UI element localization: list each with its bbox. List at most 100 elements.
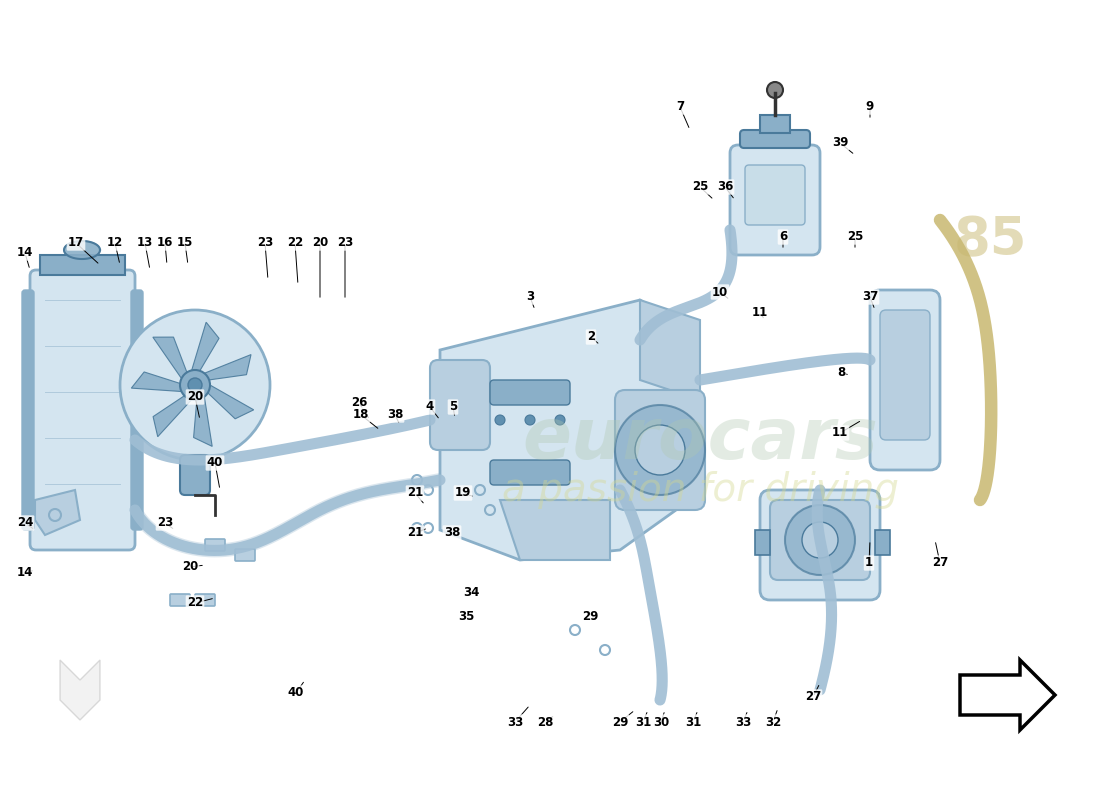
Polygon shape (640, 300, 700, 400)
Text: 13: 13 (136, 237, 153, 250)
Text: 14: 14 (16, 246, 33, 259)
Polygon shape (206, 385, 254, 419)
Text: 14: 14 (16, 566, 33, 579)
Circle shape (180, 370, 210, 400)
Text: 27: 27 (805, 690, 821, 703)
Text: 25: 25 (692, 181, 708, 194)
Circle shape (785, 505, 855, 575)
Text: 17: 17 (68, 237, 84, 250)
Text: 31: 31 (635, 715, 651, 729)
FancyBboxPatch shape (615, 390, 705, 510)
Text: 21: 21 (407, 486, 424, 499)
FancyBboxPatch shape (195, 594, 214, 606)
Text: 11: 11 (752, 306, 768, 319)
FancyBboxPatch shape (22, 290, 34, 530)
Polygon shape (500, 500, 610, 560)
Text: 35: 35 (458, 610, 474, 623)
Text: 24: 24 (16, 517, 33, 530)
Text: 23: 23 (257, 237, 273, 250)
FancyBboxPatch shape (740, 130, 810, 148)
Polygon shape (153, 394, 191, 437)
Text: 5: 5 (449, 401, 458, 414)
Circle shape (615, 405, 705, 495)
FancyBboxPatch shape (760, 490, 880, 600)
FancyBboxPatch shape (770, 500, 870, 580)
Text: 38: 38 (387, 409, 404, 422)
Text: 7: 7 (675, 101, 684, 114)
Text: 32: 32 (764, 715, 781, 729)
Polygon shape (131, 372, 183, 391)
FancyBboxPatch shape (180, 455, 210, 495)
Text: 10: 10 (712, 286, 728, 298)
FancyBboxPatch shape (745, 165, 805, 225)
FancyBboxPatch shape (205, 539, 225, 551)
Text: 6: 6 (779, 230, 788, 243)
Polygon shape (35, 490, 80, 535)
Text: 23: 23 (157, 517, 173, 530)
Text: 37: 37 (862, 290, 878, 303)
Text: 40: 40 (207, 457, 223, 470)
Circle shape (120, 310, 270, 460)
Circle shape (556, 415, 565, 425)
Text: 16: 16 (157, 237, 173, 250)
Text: 9: 9 (866, 101, 874, 114)
Circle shape (635, 425, 685, 475)
Circle shape (495, 415, 505, 425)
FancyBboxPatch shape (490, 380, 570, 405)
FancyBboxPatch shape (880, 310, 929, 440)
Text: 12: 12 (107, 237, 123, 250)
Text: 38: 38 (443, 526, 460, 539)
Text: 31: 31 (685, 715, 701, 729)
Circle shape (188, 378, 202, 392)
Text: eurocars: eurocars (522, 406, 878, 474)
Text: 25: 25 (847, 230, 864, 243)
FancyBboxPatch shape (30, 270, 135, 550)
Polygon shape (205, 354, 251, 380)
Polygon shape (153, 337, 188, 378)
Circle shape (525, 415, 535, 425)
Text: 30: 30 (653, 715, 669, 729)
Text: 27: 27 (932, 557, 948, 570)
Polygon shape (960, 660, 1055, 730)
Text: 15: 15 (177, 237, 194, 250)
Text: 34: 34 (463, 586, 480, 599)
Text: 20: 20 (187, 390, 204, 403)
Bar (760, 115, 790, 133)
Bar (874, 530, 890, 555)
Text: 29: 29 (582, 610, 598, 623)
Circle shape (802, 522, 838, 558)
Text: 28: 28 (537, 715, 553, 729)
Text: 22: 22 (287, 237, 304, 250)
FancyBboxPatch shape (490, 460, 570, 485)
FancyBboxPatch shape (170, 594, 190, 606)
Polygon shape (191, 322, 219, 374)
Text: 18: 18 (353, 409, 370, 422)
Text: 26: 26 (351, 397, 367, 410)
Text: 4: 4 (426, 401, 434, 414)
Text: 36: 36 (717, 181, 734, 194)
Text: 23: 23 (337, 237, 353, 250)
FancyBboxPatch shape (430, 360, 490, 450)
FancyBboxPatch shape (730, 145, 820, 255)
Text: 20: 20 (312, 237, 328, 250)
Polygon shape (440, 300, 700, 560)
FancyBboxPatch shape (131, 290, 143, 530)
Text: 39: 39 (832, 137, 848, 150)
Polygon shape (194, 397, 212, 446)
Circle shape (767, 82, 783, 98)
Polygon shape (64, 241, 100, 259)
Text: 85: 85 (954, 214, 1026, 266)
Bar (40, 255, 125, 275)
Text: 11: 11 (832, 426, 848, 439)
Text: 33: 33 (507, 715, 524, 729)
Text: 2: 2 (587, 330, 595, 343)
Bar (755, 530, 770, 555)
Text: 3: 3 (526, 290, 535, 303)
FancyBboxPatch shape (235, 549, 255, 561)
Text: 8: 8 (837, 366, 845, 379)
Text: 20: 20 (182, 561, 198, 574)
Text: 33: 33 (735, 715, 751, 729)
Text: 40: 40 (288, 686, 305, 699)
Text: 29: 29 (612, 715, 628, 729)
Text: 22: 22 (187, 597, 204, 610)
